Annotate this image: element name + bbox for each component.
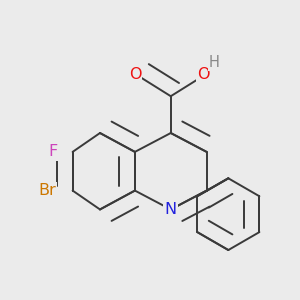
Text: O: O — [197, 67, 210, 82]
Text: Br: Br — [38, 183, 56, 198]
Text: H: H — [209, 55, 220, 70]
Text: F: F — [48, 144, 57, 159]
Text: O: O — [129, 67, 141, 82]
Text: N: N — [165, 202, 177, 217]
